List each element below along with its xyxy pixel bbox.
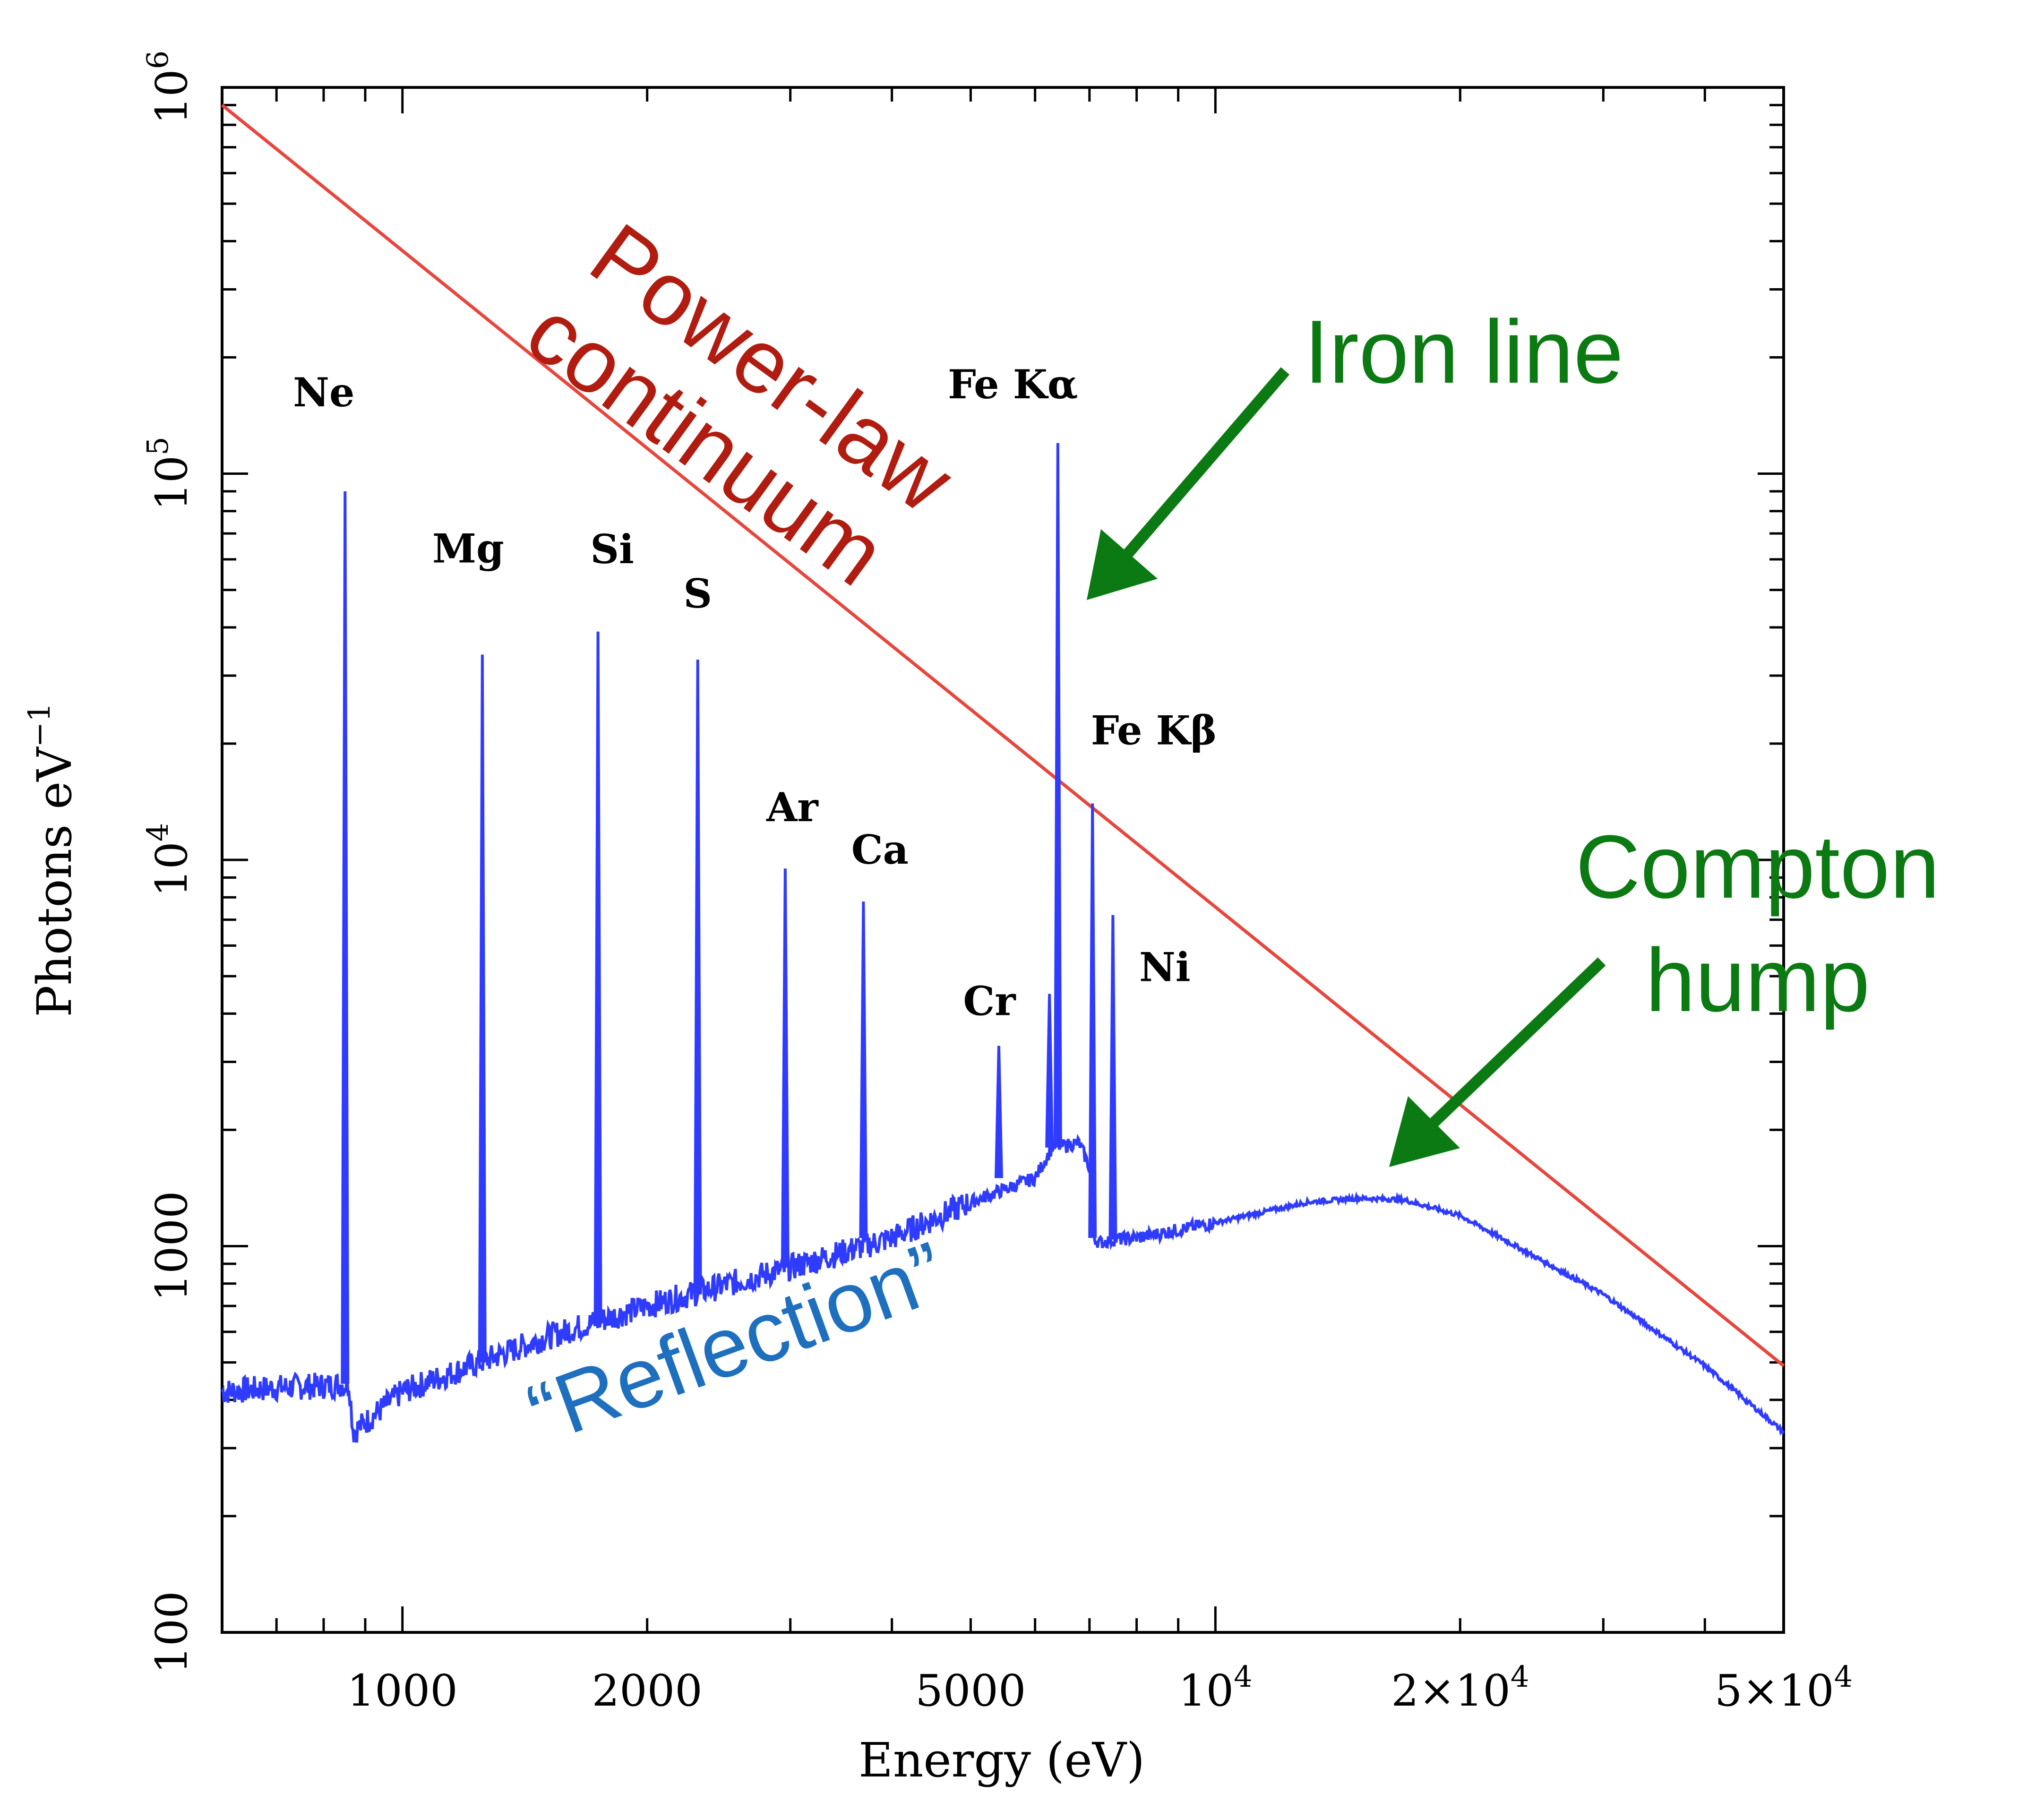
emission-line-spike (478, 654, 487, 1363)
y-tick-label-group: 105 (140, 437, 197, 511)
y-axis-title-exponent: −1 (22, 703, 57, 747)
compton-annotation-line2: hump (1645, 930, 1870, 1030)
tick-labels: 1000 2000 5000 104 2×104 5×104 100 1000 104 105 10… (140, 51, 1853, 1716)
emission-line-label: Ne (293, 369, 354, 416)
y-axis-title-group: Photons eV−1 (22, 703, 82, 1017)
reflection-spectrum-line (221, 1133, 1785, 1443)
emission-line-labels: Ne Mg Si S Ar Ca Cr Fe Kα Fe Kβ Ni (293, 361, 1217, 1025)
power-law-annotation: Power-law continuum (509, 204, 971, 605)
emission-line-spike (994, 1046, 1003, 1178)
y-tick-label: 106 (140, 51, 197, 125)
emission-line-label: Mg (432, 525, 504, 572)
emission-line-spike (1088, 803, 1097, 1238)
y-tick-label: 104 (140, 823, 197, 897)
x-tick-label: 5000 (915, 1665, 1026, 1716)
emission-line-spike (1108, 915, 1117, 1240)
y-tick-label: 105 (140, 437, 197, 511)
x-axis-title: Energy (eV) (859, 1733, 1145, 1788)
reflection-annotation: “Reflection” (516, 1224, 957, 1462)
y-tick-label-group: 100 (146, 1591, 197, 1674)
emission-line-spike (1053, 443, 1062, 1148)
svg-text:Photons eV−1: Photons eV−1 (22, 703, 82, 1017)
emission-line-label: Si (590, 526, 634, 573)
emission-line-spike (859, 901, 868, 1238)
emission-line-spike (341, 491, 350, 1384)
y-tick-label-group: 106 (140, 51, 197, 125)
iron-line-annotation: Iron line (1304, 302, 1623, 402)
y-tick-label: 100 (146, 1591, 197, 1674)
y-tick-label-group: 104 (140, 823, 197, 897)
x-tick-label: 2×104 (1391, 1659, 1529, 1716)
iron-line-arrow (1087, 367, 1290, 600)
emission-line-label: S (683, 570, 712, 617)
emission-line-label: Ar (766, 784, 819, 831)
compton-annotation-line1: Compton (1576, 817, 1940, 917)
axis-ticks (221, 87, 1785, 1634)
emission-line-spike (693, 660, 702, 1295)
emission-line-label: Cr (963, 978, 1016, 1025)
x-tick-label: 2000 (592, 1665, 703, 1716)
emission-line-label: Fe Kα (948, 361, 1078, 408)
emission-line-label: Ni (1139, 944, 1191, 991)
y-axis-title: Photons eV (27, 746, 82, 1017)
y-tick-label: 1000 (146, 1191, 197, 1301)
x-tick-label: 104 (1178, 1659, 1253, 1716)
emission-line-spike (781, 868, 790, 1268)
emission-line-spike (1045, 994, 1054, 1148)
emission-line-label: Ca (851, 826, 909, 873)
emission-line-spike (593, 631, 602, 1321)
compton-arrow (1389, 957, 1606, 1167)
reflection-annotation-text: “Reflection” (516, 1224, 957, 1462)
x-tick-label: 5×104 (1715, 1659, 1853, 1716)
emission-line-label: Fe Kβ (1091, 707, 1217, 754)
series-layer (221, 103, 1785, 1443)
y-tick-label-group: 1000 (146, 1191, 197, 1301)
x-tick-label: 1000 (347, 1665, 458, 1716)
power-law-continuum-line (221, 103, 1785, 1367)
